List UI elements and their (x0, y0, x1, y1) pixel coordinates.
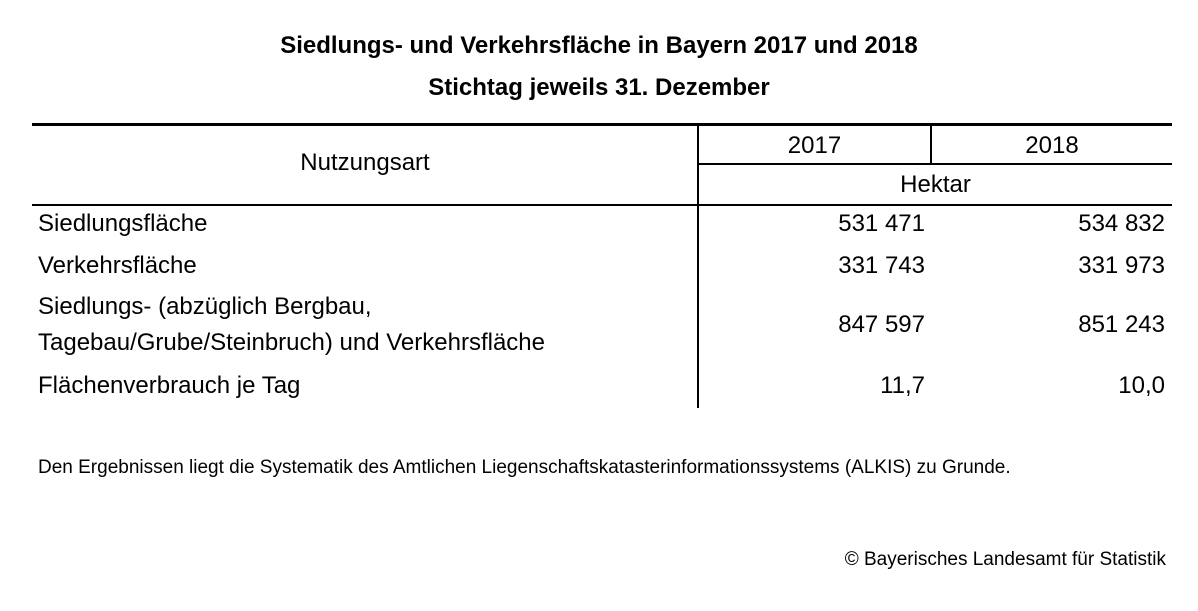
value-2018: 851 243 (1078, 311, 1165, 338)
table-top-rule (32, 123, 1172, 126)
unit-header: Hektar (900, 171, 971, 198)
value-2017: 11,7 (880, 372, 925, 399)
column-header-2018: 2018 (1025, 132, 1079, 159)
value-2018: 10,0 (1118, 372, 1165, 399)
label-column-divider (697, 123, 699, 408)
row-label: Flächenverbrauch je Tag (38, 372, 301, 399)
copyright-notice: © Bayerisches Landesamt für Statistik (844, 549, 1166, 570)
value-2017: 331 743 (838, 252, 925, 279)
value-2017: 847 597 (838, 311, 925, 338)
footnote: Den Ergebnissen liegt die Systematik des… (38, 457, 1011, 478)
year-column-divider (930, 123, 932, 165)
column-header-2017: 2017 (787, 132, 842, 159)
row-label-line1: Siedlungs- (abzüglich Bergbau, (38, 293, 372, 320)
value-2018: 331 973 (1078, 252, 1165, 279)
table-subtitle: Stichtag jeweils 31. Dezember (428, 74, 770, 101)
row-label-line2: Tagebau/Grube/Steinbruch) und Verkehrsfl… (38, 329, 545, 356)
year-header-rule (698, 163, 1172, 165)
value-2018: 534 832 (1078, 210, 1165, 237)
row-label: Siedlungsfläche (38, 210, 208, 237)
row-label: Verkehrsfläche (38, 252, 197, 279)
column-header-nutzungsart: Nutzungsart (300, 149, 430, 176)
value-2017: 531 471 (838, 210, 925, 237)
table-title: Siedlungs- und Verkehrsfläche in Bayern … (280, 32, 918, 59)
header-bottom-rule (32, 204, 1172, 206)
